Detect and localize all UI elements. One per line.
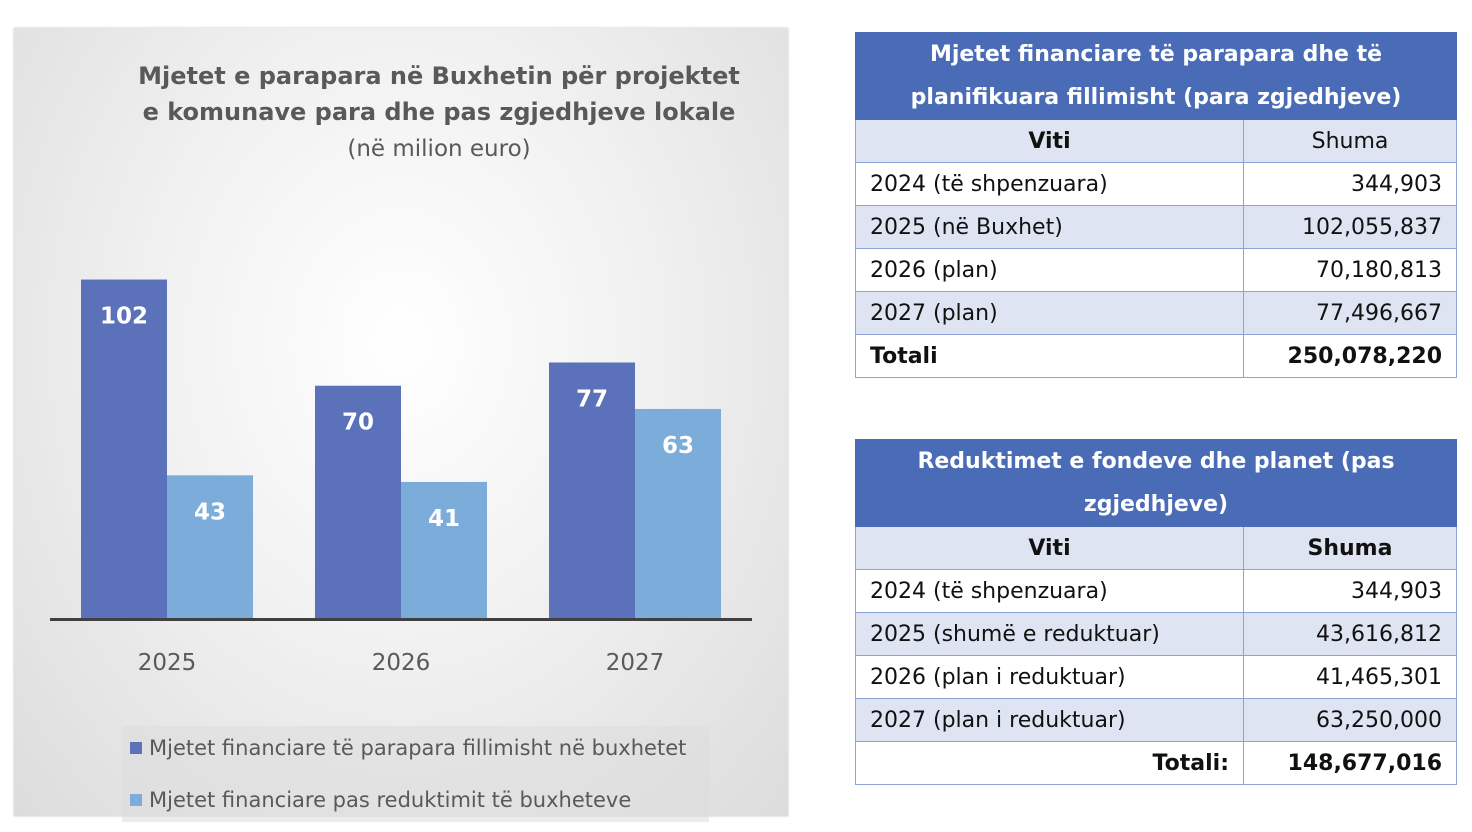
- bar-chart: 102 43 2025 70 41 2026 77 63 2027: [50, 279, 752, 676]
- chart-title-line-1: Mjetet e parapara në Buxhetin për projek…: [138, 62, 740, 90]
- cell-amount: 41,465,301: [1243, 655, 1457, 699]
- legend-item-reduced: Mjetet financiare pas reduktimit të buxh…: [130, 788, 631, 812]
- table-row: 2027 (plan) 77,496,667: [855, 291, 1457, 335]
- data-label: 63: [662, 433, 694, 459]
- legend-label-reduced: Mjetet financiare pas reduktimit të buxh…: [149, 788, 632, 812]
- x-tick-label: 2025: [138, 650, 197, 676]
- total-label: Totali:: [855, 741, 1244, 785]
- table-caption: Reduktimet e fondeve dhe planet (pas zgj…: [855, 439, 1457, 527]
- chart-subtitle: (në milion euro): [347, 136, 531, 162]
- legend-swatch-original: [130, 742, 142, 754]
- table-before-elections: Mjetet financiare të parapara dhe të pla…: [855, 32, 1457, 378]
- cell-amount: 63,250,000: [1243, 698, 1457, 742]
- chart-panel: Mjetet e parapara në Buxhetin për projek…: [14, 28, 788, 822]
- chart-title-line-2: e komunave para dhe pas zgjedhjeve lokal…: [142, 98, 736, 126]
- bar-original-2027: [549, 362, 635, 618]
- cell-amount: 344,903: [1243, 569, 1457, 613]
- data-label: 70: [342, 410, 374, 436]
- data-label: 77: [576, 387, 608, 413]
- table-row: 2024 (të shpenzuara) 344,903: [855, 569, 1457, 613]
- bar-reduced-2025: [167, 475, 253, 618]
- table-caption: Mjetet financiare të parapara dhe të pla…: [855, 32, 1457, 120]
- cell-year: 2027 (plan): [855, 291, 1244, 335]
- cell-year: 2027 (plan i reduktuar): [855, 698, 1244, 742]
- cell-year: 2025 (shumë e reduktuar): [855, 612, 1244, 656]
- legend-item-original: Mjetet financiare të parapara fillimisht…: [130, 736, 686, 760]
- table-row: 2026 (plan i reduktuar) 41,465,301: [855, 655, 1457, 699]
- total-label: Totali: [855, 334, 1244, 378]
- table-row: 2025 (shumë e reduktuar) 43,616,812: [855, 612, 1457, 656]
- bar-reduced-2026: [401, 481, 487, 618]
- table-total-row: Totali: 148,677,016: [855, 741, 1457, 785]
- chart-title: Mjetet e parapara në Buxhetin për projek…: [74, 58, 804, 130]
- table-after-elections: Reduktimet e fondeve dhe planet (pas zgj…: [855, 439, 1457, 785]
- column-header-amount: Shuma: [1243, 526, 1457, 570]
- cell-year: 2024 (të shpenzuara): [855, 569, 1244, 613]
- total-value: 148,677,016: [1243, 741, 1457, 785]
- bar-original-2026: [315, 385, 401, 618]
- table-row: 2025 (në Buxhet) 102,055,837: [855, 205, 1457, 249]
- legend-swatch-reduced: [130, 794, 142, 806]
- cell-amount: 102,055,837: [1243, 205, 1457, 249]
- legend-label-original: Mjetet financiare të parapara fillimisht…: [149, 736, 687, 760]
- x-tick-label: 2026: [372, 650, 431, 676]
- column-header-amount: Shuma: [1243, 119, 1457, 163]
- data-label: 102: [100, 304, 148, 330]
- table-total-row: Totali 250,078,220: [855, 334, 1457, 378]
- data-label: 41: [428, 506, 460, 532]
- cell-year: 2026 (plan i reduktuar): [855, 655, 1244, 699]
- table-row: 2026 (plan) 70,180,813: [855, 248, 1457, 292]
- data-label: 43: [194, 499, 226, 525]
- cell-amount: 77,496,667: [1243, 291, 1457, 335]
- cell-amount: 43,616,812: [1243, 612, 1457, 656]
- cell-year: 2026 (plan): [855, 248, 1244, 292]
- column-header-year: Viti: [855, 119, 1244, 163]
- x-tick-label: 2027: [606, 650, 665, 676]
- cell-year: 2024 (të shpenzuara): [855, 162, 1244, 206]
- cell-amount: 70,180,813: [1243, 248, 1457, 292]
- column-header-year: Viti: [855, 526, 1244, 570]
- table-row: 2024 (të shpenzuara) 344,903: [855, 162, 1457, 206]
- bar-reduced-2027: [635, 408, 721, 618]
- table-row: 2027 (plan i reduktuar) 63,250,000: [855, 698, 1457, 742]
- cell-year: 2025 (në Buxhet): [855, 205, 1244, 249]
- total-value: 250,078,220: [1243, 334, 1457, 378]
- bar-original-2025: [81, 279, 167, 618]
- chart-legend: Mjetet financiare të parapara fillimisht…: [122, 726, 709, 822]
- cell-amount: 344,903: [1243, 162, 1457, 206]
